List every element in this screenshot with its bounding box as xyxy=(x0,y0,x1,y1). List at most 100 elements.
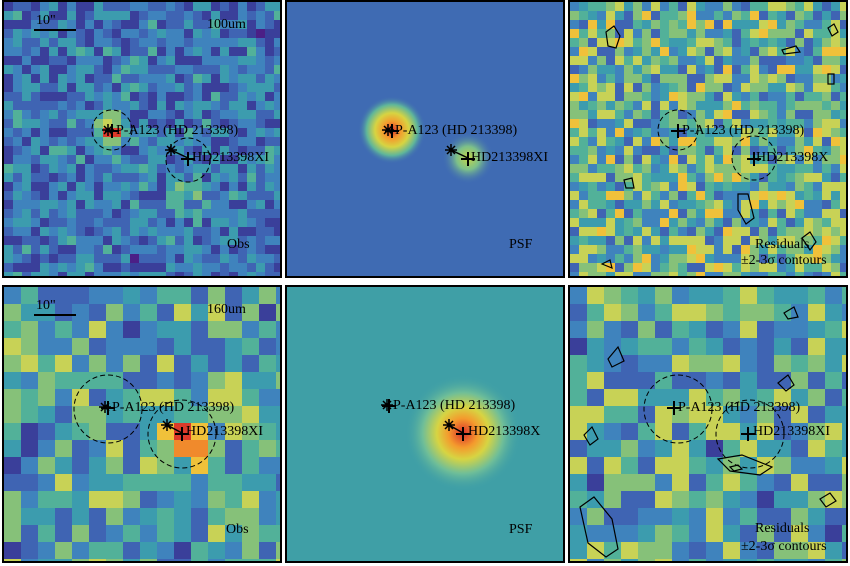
map-pixel xyxy=(795,92,804,101)
map-pixel xyxy=(202,11,211,20)
map-pixel xyxy=(638,423,655,440)
map-pixel xyxy=(633,74,642,83)
map-pixel xyxy=(40,254,49,263)
map-pixel xyxy=(94,236,103,245)
map-pixel xyxy=(842,474,846,491)
map-pixel xyxy=(687,101,696,110)
map-pixel xyxy=(597,29,606,38)
map-pixel xyxy=(76,146,85,155)
map-pixel xyxy=(112,29,121,38)
map-pixel xyxy=(813,83,822,92)
map-pixel xyxy=(732,245,741,254)
map-pixel xyxy=(660,218,669,227)
map-pixel xyxy=(238,200,247,209)
map-pixel xyxy=(130,263,139,272)
map-pixel xyxy=(67,236,76,245)
map-pixel xyxy=(40,218,49,227)
map-pixel xyxy=(672,474,689,491)
map-pixel xyxy=(777,146,786,155)
map-pixel xyxy=(184,47,193,56)
map-pixel xyxy=(72,304,89,321)
map-pixel xyxy=(604,559,621,561)
map-pixel xyxy=(265,20,274,29)
map-pixel xyxy=(112,2,121,11)
map-pixel xyxy=(696,74,705,83)
map-pixel xyxy=(732,263,741,272)
map-pixel xyxy=(795,209,804,218)
map-pixel xyxy=(689,423,706,440)
map-pixel xyxy=(274,11,280,20)
map-pixel xyxy=(208,287,225,304)
map-pixel xyxy=(651,173,660,182)
map-pixel xyxy=(4,191,13,200)
map-pixel xyxy=(21,491,38,508)
map-pixel xyxy=(238,47,247,56)
map-pixel xyxy=(570,200,579,209)
map-pixel xyxy=(660,227,669,236)
map-pixel xyxy=(106,542,123,559)
map-pixel xyxy=(813,38,822,47)
map-pixel xyxy=(822,272,831,276)
map-pixel xyxy=(274,128,280,137)
map-pixel xyxy=(211,254,220,263)
map-pixel xyxy=(741,272,750,276)
map-pixel xyxy=(840,173,846,182)
map-pixel xyxy=(706,389,723,406)
map-pixel xyxy=(786,101,795,110)
map-pixel xyxy=(202,29,211,38)
map-pixel xyxy=(741,11,750,20)
map-pixel xyxy=(687,11,696,20)
map-pixel xyxy=(184,83,193,92)
map-pixel xyxy=(157,218,166,227)
map-pixel xyxy=(588,245,597,254)
map-pixel xyxy=(265,155,274,164)
map-pixel xyxy=(813,272,822,276)
map-pixel xyxy=(85,20,94,29)
map-pixel xyxy=(740,508,757,525)
map-pixel xyxy=(759,110,768,119)
map-pixel xyxy=(58,254,67,263)
map-pixel xyxy=(714,254,723,263)
map-pixel xyxy=(67,65,76,74)
map-pixel xyxy=(38,389,55,406)
map-pixel xyxy=(606,110,615,119)
map-pixel xyxy=(21,542,38,559)
map-pixel xyxy=(840,218,846,227)
map-pixel xyxy=(723,101,732,110)
map-pixel xyxy=(211,74,220,83)
map-pixel xyxy=(211,173,220,182)
map-pixel xyxy=(229,110,238,119)
map-pixel xyxy=(274,56,280,65)
map-pixel xyxy=(795,38,804,47)
map-pixel xyxy=(831,128,840,137)
map-pixel xyxy=(193,29,202,38)
map-pixel xyxy=(624,173,633,182)
map-pixel xyxy=(265,173,274,182)
map-pixel xyxy=(651,227,660,236)
map-pixel xyxy=(58,20,67,29)
map-pixel xyxy=(808,406,825,423)
map-pixel xyxy=(89,508,106,525)
map-pixel xyxy=(696,47,705,56)
map-pixel xyxy=(85,263,94,272)
map-pixel xyxy=(229,65,238,74)
map-pixel xyxy=(4,272,13,276)
corner-label-line2: ±2-3σ contours xyxy=(741,539,827,554)
map-pixel xyxy=(768,29,777,38)
map-pixel xyxy=(265,164,274,173)
panel-160um-psf-map: P-A123 (HD 213398) HD213398X PSF xyxy=(287,287,563,561)
map-pixel xyxy=(633,182,642,191)
map-pixel xyxy=(259,338,276,355)
map-pixel xyxy=(13,137,22,146)
map-pixel xyxy=(184,29,193,38)
map-pixel xyxy=(768,263,777,272)
map-pixel xyxy=(166,227,175,236)
map-pixel xyxy=(22,182,31,191)
map-pixel xyxy=(242,338,259,355)
map-pixel xyxy=(22,11,31,20)
map-pixel xyxy=(808,338,825,355)
map-pixel xyxy=(229,236,238,245)
map-pixel xyxy=(247,29,256,38)
map-pixel xyxy=(791,491,808,508)
primary-marker xyxy=(382,124,399,138)
